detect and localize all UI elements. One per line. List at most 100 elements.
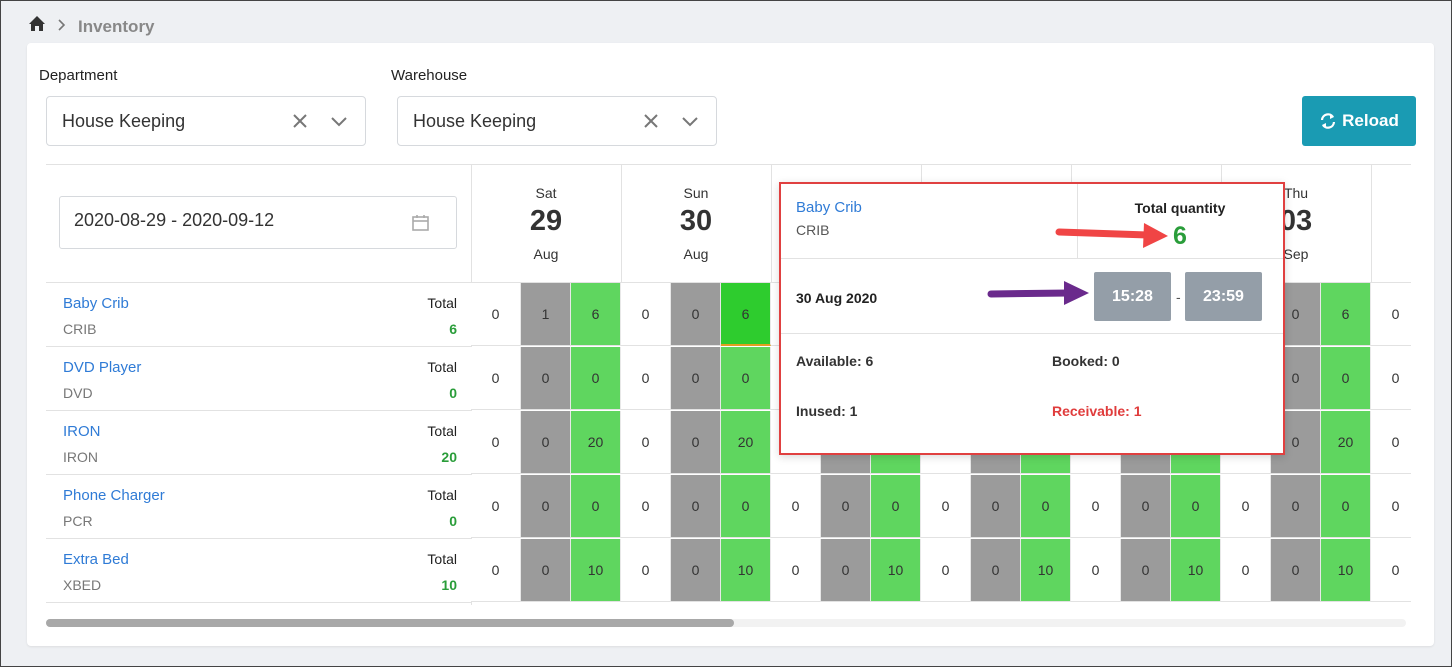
item-name[interactable]: Phone Charger — [63, 487, 165, 504]
quantity-cell[interactable]: 0 — [1271, 539, 1321, 602]
column-divider — [771, 165, 772, 283]
quantity-cell[interactable]: 0 — [1221, 475, 1271, 538]
quantity-cell[interactable]: 0 — [571, 475, 621, 538]
item-code: IRON — [63, 449, 98, 465]
quantity-cell[interactable]: 0 — [471, 347, 521, 410]
quantity-cell[interactable]: 20 — [1321, 411, 1371, 474]
quantity-cell[interactable]: 0 — [771, 539, 821, 602]
quantity-cell[interactable]: 0 — [1321, 475, 1371, 538]
quantity-cell[interactable]: 0 — [1121, 475, 1171, 538]
quantity-cell[interactable]: 0 — [521, 539, 571, 602]
total-value: 10 — [441, 577, 457, 593]
inused: Inused: 1 — [796, 403, 858, 419]
quantity-cell[interactable]: 0 — [671, 283, 721, 346]
row-divider — [46, 538, 471, 539]
quantity-cell[interactable]: 0 — [1121, 539, 1171, 602]
quantity-cell[interactable]: 0 — [1371, 347, 1411, 410]
start-time[interactable]: 15:28 — [1094, 272, 1171, 321]
warehouse-label: Warehouse — [391, 67, 468, 84]
reload-icon — [1321, 113, 1336, 129]
department-select[interactable]: House Keeping — [46, 96, 366, 146]
popup-total-value: 6 — [1173, 222, 1187, 250]
divider — [781, 333, 1283, 334]
item-name[interactable]: Extra Bed — [63, 551, 129, 568]
day: 03 — [1279, 205, 1313, 237]
popup-item-name[interactable]: Baby Crib — [796, 199, 862, 216]
scrollbar-thumb[interactable] — [46, 619, 734, 627]
quantity-cell[interactable]: 0 — [521, 475, 571, 538]
quantity-cell[interactable]: 0 — [1371, 539, 1411, 602]
quantity-cell[interactable]: 0 — [621, 347, 671, 410]
quantity-cell[interactable]: 0 — [621, 539, 671, 602]
item-name[interactable]: IRON — [63, 423, 101, 440]
quantity-cell[interactable]: 0 — [671, 347, 721, 410]
quantity-cell[interactable]: 0 — [471, 283, 521, 346]
item-code: DVD — [63, 385, 93, 401]
weekday: Thu — [1283, 185, 1309, 201]
quantity-cell[interactable]: 6 — [571, 283, 621, 346]
quantity-cell[interactable]: 0 — [971, 475, 1021, 538]
quantity-cell[interactable]: 0 — [571, 347, 621, 410]
quantity-cell[interactable]: 0 — [521, 347, 571, 410]
reload-button[interactable]: Reload — [1302, 96, 1416, 146]
quantity-cell[interactable]: 20 — [571, 411, 621, 474]
department-value: House Keeping — [62, 111, 186, 131]
quantity-cell[interactable]: 0 — [1371, 475, 1411, 538]
date-range-value: 2020-08-29 - 2020-09-12 — [74, 210, 275, 230]
quantity-cell[interactable]: 0 — [621, 411, 671, 474]
quantity-cell[interactable]: 0 — [821, 539, 871, 602]
warehouse-select[interactable]: House Keeping — [397, 96, 717, 146]
quantity-cell[interactable]: 0 — [1371, 283, 1411, 346]
item-name[interactable]: Baby Crib — [63, 295, 129, 312]
quantity-cell[interactable]: 0 — [1371, 411, 1411, 474]
quantity-cell[interactable]: 0 — [721, 347, 771, 410]
item-code: XBED — [63, 577, 102, 593]
quantity-cell[interactable]: 6 — [721, 283, 771, 346]
item-name[interactable]: DVD Player — [63, 359, 142, 376]
quantity-cell[interactable]: 10 — [1021, 539, 1071, 602]
quantity-cell[interactable]: 10 — [871, 539, 921, 602]
booked: Booked: 0 — [1052, 353, 1120, 369]
quantity-cell[interactable]: 1 — [521, 283, 571, 346]
row-divider — [46, 410, 471, 411]
quantity-cell[interactable]: 0 — [921, 475, 971, 538]
annotation-arrows — [987, 223, 1168, 305]
quantity-cell[interactable]: 0 — [621, 283, 671, 346]
select-icons — [293, 114, 347, 128]
quantity-cell[interactable]: 0 — [771, 475, 821, 538]
month: Aug — [683, 246, 709, 262]
quantity-cell[interactable]: 0 — [971, 539, 1021, 602]
quantity-cell[interactable]: 10 — [1321, 539, 1371, 602]
quantity-cell[interactable]: 0 — [1321, 347, 1371, 410]
quantity-cell[interactable]: 0 — [1071, 475, 1121, 538]
quantity-cell[interactable]: 0 — [471, 411, 521, 474]
popup-date: 30 Aug 2020 — [796, 290, 878, 306]
quantity-cell[interactable]: 0 — [1021, 475, 1071, 538]
quantity-cell[interactable]: 0 — [671, 475, 721, 538]
quantity-cell[interactable]: 0 — [1271, 475, 1321, 538]
popup-item-code: CRIB — [796, 222, 830, 238]
quantity-cell[interactable]: 0 — [621, 475, 671, 538]
quantity-cell[interactable]: 0 — [1221, 539, 1271, 602]
home-icon[interactable] — [28, 15, 48, 33]
quantity-cell[interactable]: 0 — [1171, 475, 1221, 538]
quantity-cell[interactable]: 10 — [1171, 539, 1221, 602]
quantity-cell[interactable]: 0 — [1071, 539, 1121, 602]
quantity-cell[interactable]: 0 — [471, 475, 521, 538]
quantity-cell[interactable]: 20 — [721, 411, 771, 474]
quantity-cell[interactable]: 0 — [821, 475, 871, 538]
quantity-cell[interactable]: 0 — [671, 411, 721, 474]
quantity-cell[interactable]: 0 — [721, 475, 771, 538]
quantity-cell[interactable]: 6 — [1321, 283, 1371, 346]
end-time[interactable]: 23:59 — [1185, 272, 1262, 321]
quantity-cell[interactable]: 0 — [921, 539, 971, 602]
quantity-cell[interactable]: 10 — [721, 539, 771, 602]
quantity-cell[interactable]: 10 — [571, 539, 621, 602]
quantity-cell[interactable]: 0 — [871, 475, 921, 538]
calendar-icon — [412, 215, 429, 231]
quantity-cell[interactable]: 0 — [471, 539, 521, 602]
date-range-input[interactable]: 2020-08-29 - 2020-09-12 — [59, 196, 457, 249]
quantity-cell[interactable]: 0 — [521, 411, 571, 474]
quantity-cell[interactable]: 0 — [671, 539, 721, 602]
